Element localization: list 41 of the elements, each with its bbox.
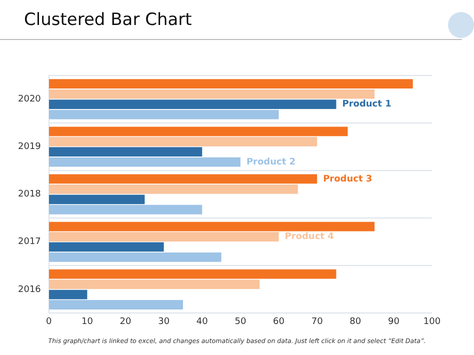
bar (48, 184, 298, 194)
bar (48, 290, 88, 300)
bar (48, 157, 240, 167)
x-tick-label: 20 (120, 316, 132, 327)
bar (48, 222, 375, 232)
y-tick-label: 2017 (18, 237, 41, 248)
bar (48, 89, 375, 99)
y-tick-label: 2020 (18, 94, 42, 105)
x-tick-label: 0 (46, 316, 52, 327)
x-tick-label: 10 (81, 316, 94, 327)
y-tick-label: 2018 (18, 190, 42, 200)
bar (48, 269, 336, 279)
series-label: Product 3 (323, 174, 372, 184)
bar (48, 136, 318, 146)
x-tick-label: 40 (196, 316, 208, 327)
bar (48, 232, 279, 242)
x-tick-label: 60 (273, 316, 285, 327)
x-tick-label: 80 (350, 316, 362, 327)
series-label: Product 2 (246, 157, 296, 168)
bar (48, 194, 145, 204)
y-tick-label: 2019 (18, 142, 42, 152)
bar (48, 174, 318, 184)
bar (48, 79, 413, 89)
x-tick-label: 90 (388, 316, 400, 327)
bar (48, 252, 222, 262)
bar (48, 100, 336, 109)
x-tick-label: 100 (423, 316, 441, 327)
bar (48, 126, 348, 136)
chart-title: Clustered Bar Chart (24, 10, 192, 30)
bar (48, 204, 202, 214)
x-tick-label: 30 (158, 316, 170, 327)
x-tick-label: 50 (234, 316, 246, 327)
x-tick-label: 70 (311, 316, 324, 327)
y-tick-label: 2016 (18, 284, 42, 295)
series-label: Product 1 (342, 100, 392, 110)
bar (48, 280, 260, 290)
bar (48, 110, 279, 120)
bar (48, 147, 202, 157)
series-label: Product 4 (284, 232, 334, 242)
bar (48, 242, 164, 252)
bar (48, 300, 183, 310)
